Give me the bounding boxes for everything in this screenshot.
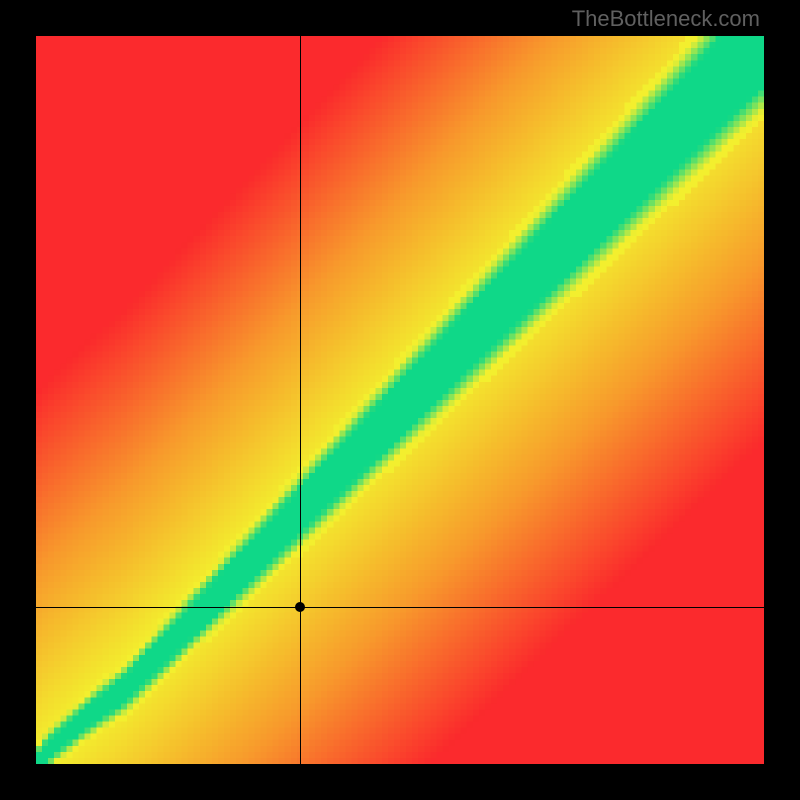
crosshair-horizontal <box>36 607 764 608</box>
target-point-dot <box>295 602 305 612</box>
watermark-text: TheBottleneck.com <box>572 6 760 32</box>
heatmap-canvas <box>36 36 764 764</box>
crosshair-vertical <box>300 36 301 764</box>
plot-area <box>36 36 764 764</box>
outer-frame: TheBottleneck.com <box>0 0 800 800</box>
